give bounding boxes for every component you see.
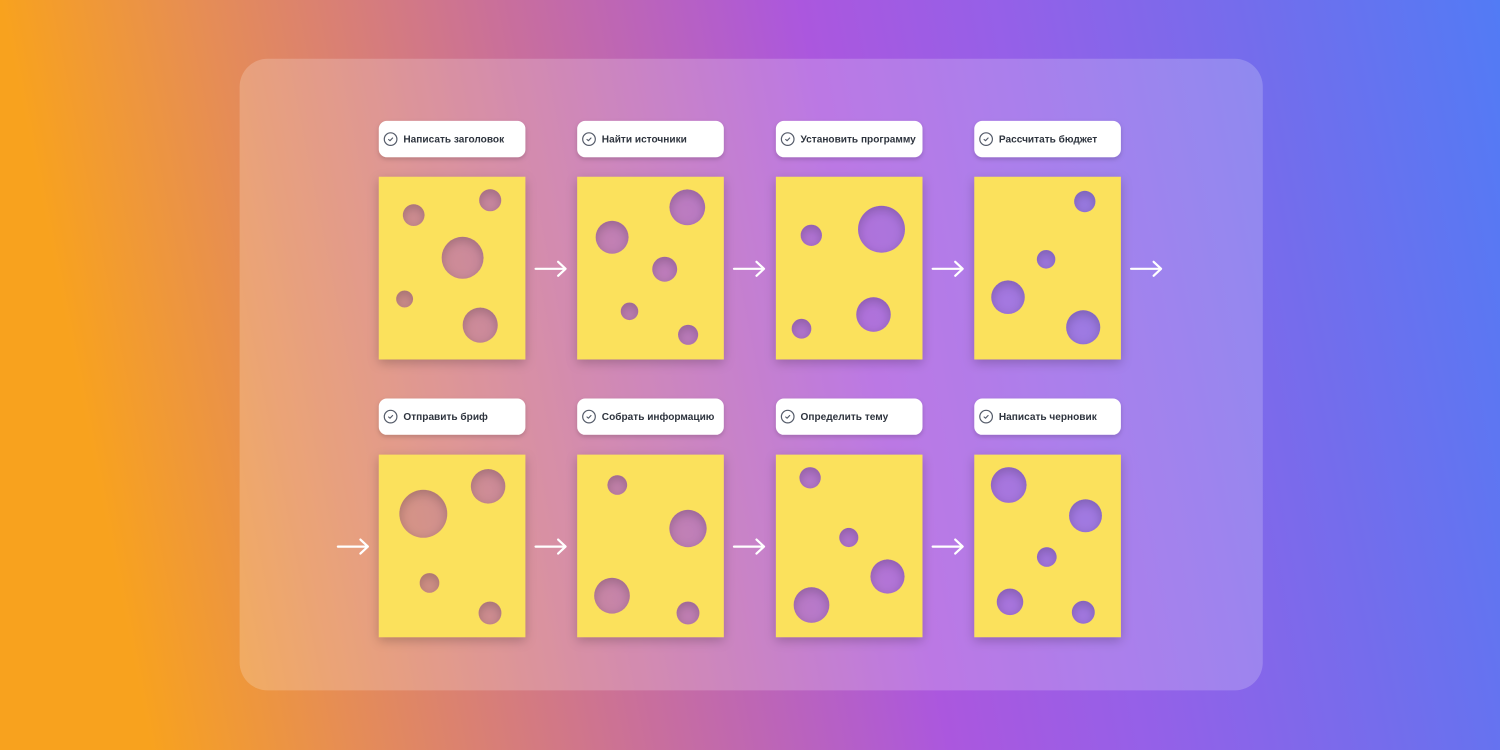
svg-text:Определить тему: Определить тему	[801, 412, 889, 423]
svg-text:Написать заголовок: Написать заголовок	[403, 135, 505, 146]
svg-text:Собрать информацию: Собрать информацию	[602, 411, 715, 423]
svg-text:Рассчитать бюджет: Рассчитать бюджет	[999, 134, 1097, 146]
svg-text:Отправить бриф: Отправить бриф	[403, 411, 488, 423]
svg-text:Установить программу: Установить программу	[801, 135, 917, 146]
svg-text:Найти источники: Найти источники	[602, 135, 687, 146]
svg-text:Написать черновик: Написать черновик	[999, 412, 1098, 423]
